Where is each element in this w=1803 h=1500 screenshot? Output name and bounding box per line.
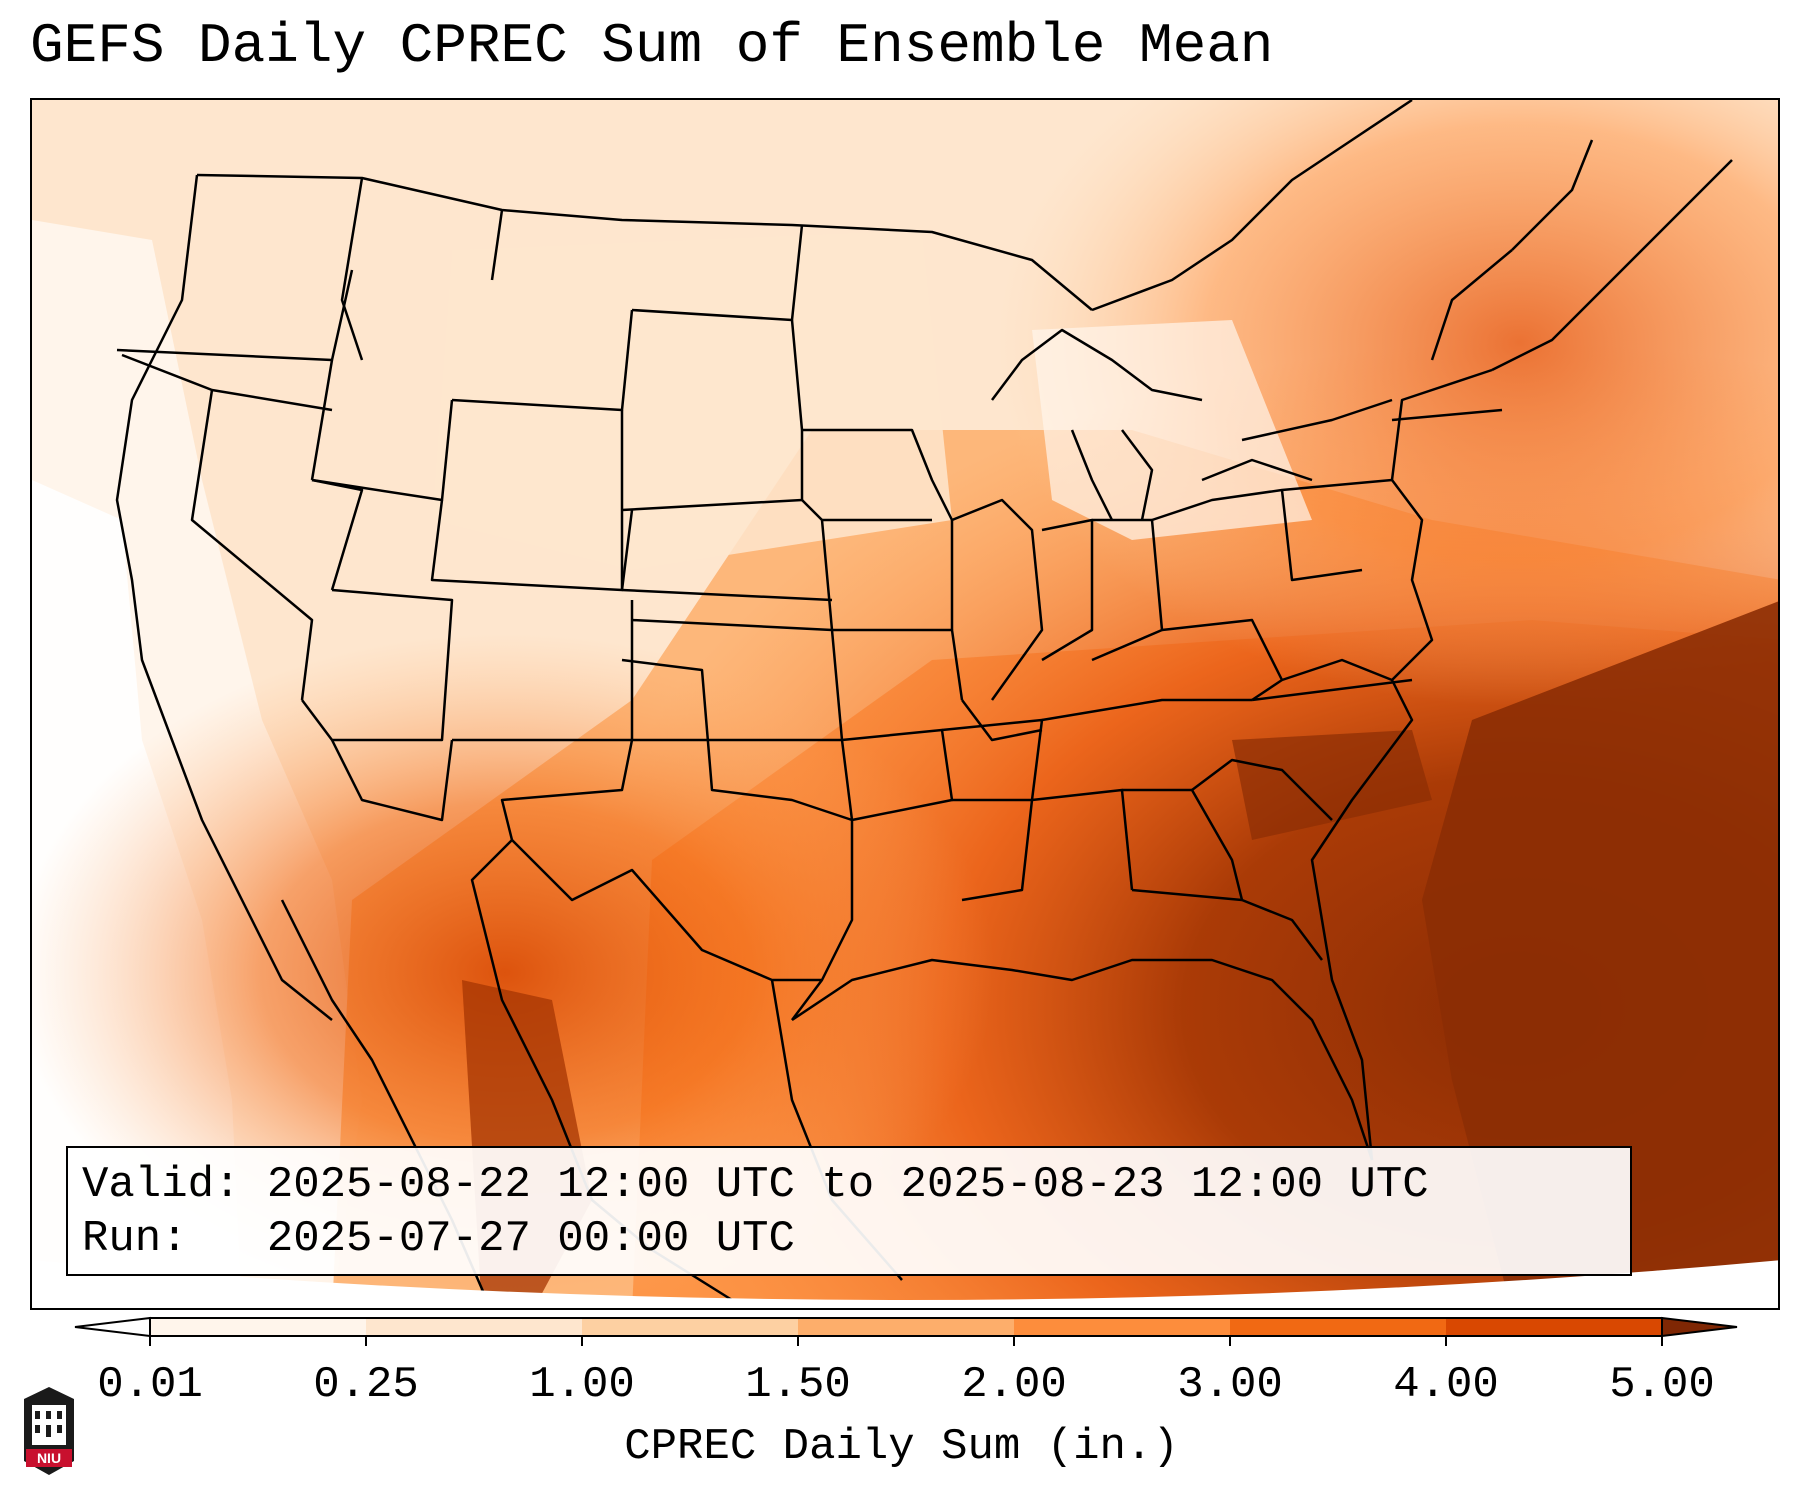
run-line: Run: 2025-07-27 00:00 UTC bbox=[82, 1212, 1616, 1266]
colorbar-segment bbox=[1014, 1318, 1231, 1336]
precip-field-north-plains bbox=[432, 230, 952, 570]
colorbar-tick-label: 1.00 bbox=[529, 1360, 635, 1410]
page-title: GEFS Daily CPREC Sum of Ensemble Mean bbox=[30, 14, 1274, 78]
colorbar-tick-label: 3.00 bbox=[1177, 1360, 1283, 1410]
colorbar-segment bbox=[150, 1318, 367, 1336]
colorbar-tick-label: 1.50 bbox=[745, 1360, 851, 1410]
colorbar-segment bbox=[1230, 1318, 1447, 1336]
colorbar-tick-label: 2.00 bbox=[961, 1360, 1067, 1410]
valid-line: Valid: 2025-08-22 12:00 UTC to 2025-08-2… bbox=[82, 1158, 1616, 1212]
run-value: 2025-07-27 00:00 UTC bbox=[266, 1214, 795, 1264]
colorbar-over-extension bbox=[1661, 1316, 1738, 1338]
valid-label: Valid: bbox=[82, 1160, 241, 1210]
state-boundaries bbox=[115, 100, 1733, 1308]
projection-edge bbox=[32, 1260, 1778, 1308]
colorbar-tick-label: 4.00 bbox=[1393, 1360, 1499, 1410]
colorbar-outline bbox=[149, 1317, 1663, 1337]
colorbar-segment bbox=[1446, 1318, 1663, 1336]
map-panel bbox=[30, 98, 1780, 1310]
precip-map bbox=[32, 100, 1778, 1308]
colorbar-segment bbox=[582, 1318, 799, 1336]
colorbar-tick-label: 0.25 bbox=[313, 1360, 419, 1410]
precip-field-atlantic-core bbox=[1422, 601, 1778, 1308]
valid-value: 2025-08-22 12:00 UTC to 2025-08-23 12:00… bbox=[266, 1160, 1429, 1210]
run-label: Run: bbox=[82, 1214, 188, 1264]
valid-run-info-box: Valid: 2025-08-22 12:00 UTC to 2025-08-2… bbox=[66, 1146, 1632, 1276]
niu-logo-icon: NIU bbox=[24, 1387, 74, 1475]
precip-field-tennessee bbox=[1232, 730, 1432, 840]
precip-field-great-lakes bbox=[1032, 320, 1312, 540]
colorbar-segment bbox=[366, 1318, 583, 1336]
colorbar-tick-label: 0.01 bbox=[97, 1360, 203, 1410]
logo-text: NIU bbox=[37, 1450, 61, 1466]
colorbar-label: CPREC Daily Sum (in.) bbox=[624, 1422, 1179, 1472]
colorbar-tick-label: 5.00 bbox=[1609, 1360, 1715, 1410]
colorbar-under-extension bbox=[74, 1316, 151, 1338]
colorbar-segment bbox=[798, 1318, 1015, 1336]
